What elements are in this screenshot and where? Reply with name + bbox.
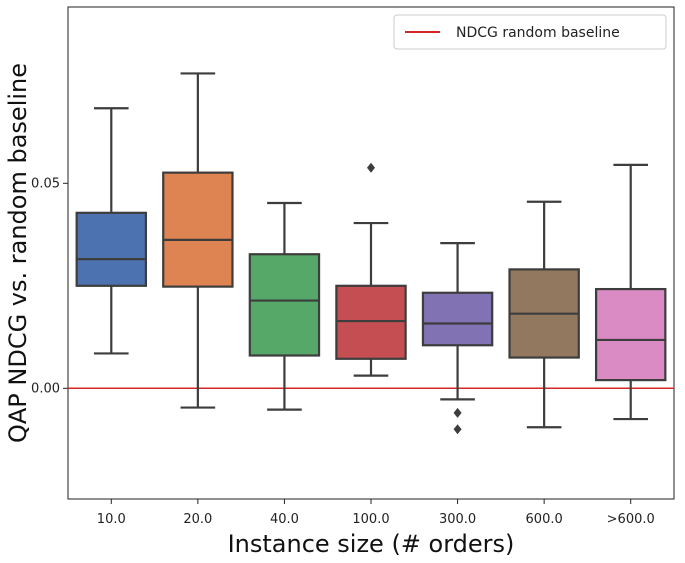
outlier-point	[453, 424, 462, 435]
iqr-box	[248, 253, 321, 357]
x-tick-label: 10.0	[97, 512, 126, 527]
box-100.0	[335, 162, 407, 377]
x-tick-label: 300.0	[439, 512, 476, 527]
y-axis-title: QAP NDCG vs. random baseline	[4, 63, 32, 443]
chart-marks	[68, 72, 674, 435]
iqr-box	[594, 287, 667, 382]
x-tick-label: 600.0	[526, 512, 563, 527]
box-40.0	[248, 201, 321, 411]
iqr-box	[335, 284, 407, 360]
x-tick-label: 40.0	[270, 512, 299, 527]
iqr-box	[162, 171, 234, 288]
iqr-box	[75, 211, 148, 287]
x-tick-label: >600.0	[607, 512, 655, 527]
legend-frame	[393, 14, 667, 50]
box-20.0	[162, 72, 234, 409]
iqr-box	[421, 291, 494, 347]
x-tick-label: 100.0	[352, 512, 389, 527]
y-axis-ticks: 0.00 0.05	[31, 176, 68, 396]
box-600.0	[508, 200, 580, 429]
box-10.0	[75, 107, 148, 355]
outlier-point	[453, 407, 462, 418]
legend: NDCG random baseline	[393, 14, 667, 50]
x-axis-title: Instance size (# orders)	[228, 530, 515, 558]
legend-baseline-label: NDCG random baseline	[456, 25, 620, 41]
x-axis-ticks: 10.0 20.0 40.0 100.0 300.0 600.0 >600.0	[97, 499, 655, 527]
y-tick-label: 0.05	[31, 176, 60, 191]
x-tick-label: 20.0	[183, 512, 212, 527]
y-tick-label: 0.00	[31, 381, 60, 396]
box-gt600.0	[594, 163, 667, 421]
outlier-point	[367, 162, 375, 173]
box-300.0	[421, 242, 494, 435]
